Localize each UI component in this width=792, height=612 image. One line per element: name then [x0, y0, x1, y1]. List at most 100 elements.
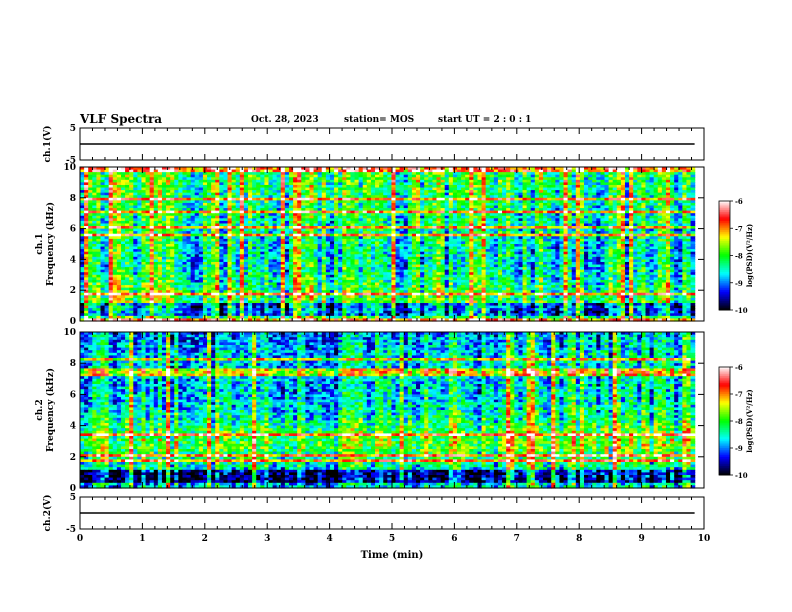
spectrogram-cell — [411, 208, 417, 212]
spectrogram-cell — [674, 177, 679, 181]
spectrogram-cell — [248, 215, 253, 219]
spectrogram-cell — [510, 231, 515, 235]
spectrogram-cell — [493, 215, 499, 219]
spectrogram-cell — [514, 244, 520, 248]
spectrogram-cell — [321, 215, 327, 219]
spectrogram-cell — [223, 192, 229, 196]
spectrogram-cell — [211, 238, 216, 243]
spectrogram-cell — [678, 169, 683, 173]
spectrogram-cell — [145, 202, 151, 207]
spectrogram-cell — [432, 197, 438, 201]
spectrogram-cell — [551, 184, 556, 189]
spectrogram-cell — [112, 169, 118, 173]
spectrogram-cell — [157, 200, 163, 204]
spectrogram-cell — [379, 174, 384, 178]
spectrogram-cell — [526, 220, 532, 225]
spectrogram-cell — [633, 202, 638, 207]
spectrogram-cell — [538, 187, 544, 191]
spectrogram-cell — [100, 208, 106, 212]
spectrogram-cell — [149, 238, 155, 243]
spectrogram-cell — [416, 231, 421, 235]
spectrogram-cell — [366, 233, 372, 237]
spectrogram-cell — [133, 249, 138, 253]
spectrogram-cell — [653, 215, 659, 219]
spectrogram-cell — [567, 172, 573, 176]
spectrogram-cell — [293, 233, 298, 237]
spectrogram-cell — [579, 179, 585, 183]
spectrogram-cell — [428, 215, 433, 219]
spectrogram-cell — [600, 200, 606, 204]
spectrogram-cell — [493, 182, 499, 186]
spectrogram-cell — [108, 190, 114, 194]
spectrogram-cell — [149, 205, 155, 209]
spectrogram-cell — [112, 213, 118, 217]
spectrogram-cell — [547, 187, 552, 191]
spectrogram-cell — [461, 215, 466, 219]
spectrogram-cell — [481, 210, 487, 214]
spectrogram-cell — [686, 228, 692, 232]
spectrogram-cell — [465, 233, 470, 237]
spectrogram-cell — [202, 223, 208, 227]
spectrogram-cell — [432, 172, 438, 176]
spectrogram-cell — [674, 246, 679, 250]
spectrogram-cell — [678, 200, 683, 204]
spectrogram-cell — [301, 182, 306, 186]
spectrogram-cell — [235, 238, 241, 243]
spectrogram-cell — [104, 179, 110, 183]
spectrogram-cell — [391, 200, 397, 204]
spectrogram-cell — [366, 241, 372, 245]
spectrogram-cell — [166, 192, 171, 196]
spectrogram-cell — [526, 238, 532, 243]
spectrogram-cell — [383, 202, 388, 207]
spectrogram-cell — [313, 174, 319, 178]
spectrogram-cell — [551, 228, 556, 232]
spectrogram-cell — [432, 210, 438, 214]
spectrogram-cell — [584, 172, 589, 176]
spectrogram-cell — [149, 223, 155, 227]
spectrogram-cell — [362, 246, 368, 250]
spectrogram-cell — [313, 249, 319, 253]
spectrogram-cell — [190, 177, 196, 181]
spectrogram-cell — [600, 192, 606, 196]
spectrogram-cell — [375, 167, 380, 171]
spectrogram-cell — [256, 210, 261, 214]
spectrogram-cell — [534, 233, 540, 237]
spectrogram-cell — [153, 179, 159, 183]
spectrogram-cell — [149, 167, 155, 171]
spectrogram-cell — [510, 213, 515, 217]
spectrogram-cell — [473, 223, 479, 227]
spectrogram-cell — [305, 238, 311, 243]
spectrogram-cell — [387, 177, 393, 181]
spectrogram-cell — [645, 218, 651, 222]
spectrogram-cell — [96, 213, 102, 217]
spectrogram-cell — [473, 200, 479, 204]
spectrogram-cell — [166, 167, 171, 171]
spectrogram-cell — [403, 177, 409, 181]
spectrogram-cell — [346, 231, 352, 235]
spectrogram-cell — [313, 231, 319, 235]
spectrogram-cell — [264, 190, 270, 194]
spectrogram-cell — [653, 167, 659, 171]
spectrogram-cell — [276, 177, 282, 181]
spectrogram-cell — [641, 179, 647, 183]
spectrogram-cell — [108, 167, 114, 171]
spectrogram-cell — [194, 192, 200, 196]
spectrogram-cell — [543, 167, 548, 171]
spectrogram-cell — [190, 223, 196, 227]
spectrogram-cell — [321, 233, 327, 237]
spectrogram-cell — [567, 246, 573, 250]
spectrogram-cell — [440, 236, 446, 240]
spectrogram-cell — [116, 233, 122, 237]
spectrogram-cell — [379, 228, 384, 232]
spectrogram-cell — [317, 195, 323, 199]
spectrogram-cell — [403, 187, 409, 191]
spectrogram-cell — [481, 236, 487, 240]
spectrogram-cell — [325, 200, 331, 204]
spectrogram-cell — [129, 241, 134, 245]
spectrogram-cell — [305, 174, 311, 178]
spectrogram-cell — [526, 197, 532, 201]
spectrogram-cell — [370, 210, 376, 214]
spectrogram-cell — [190, 236, 196, 240]
spectrogram-cell — [428, 246, 433, 250]
spectrogram-cell — [633, 213, 638, 217]
